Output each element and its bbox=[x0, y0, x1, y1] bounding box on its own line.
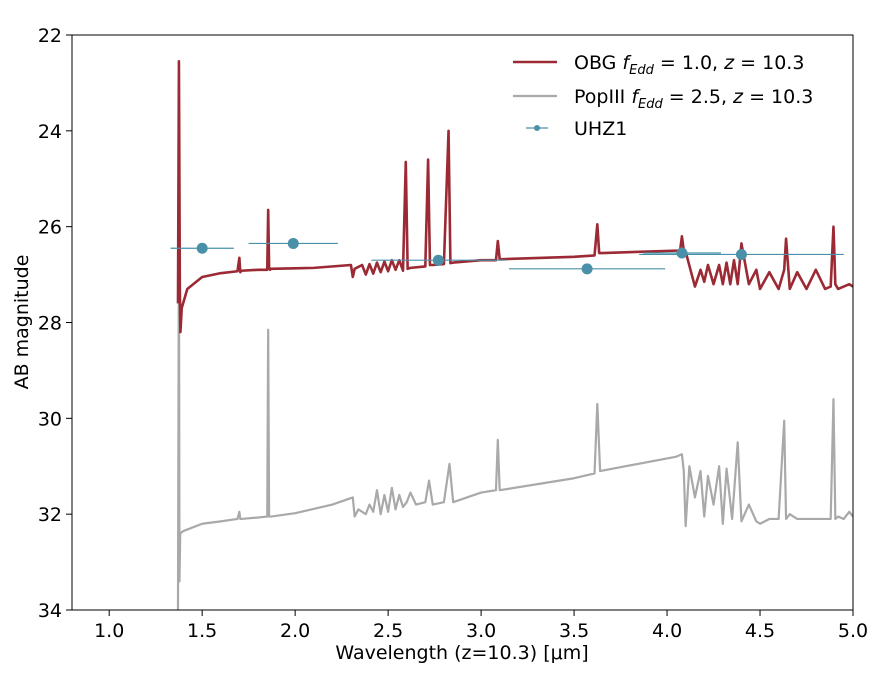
y-tick-label: 32 bbox=[38, 504, 62, 526]
x-tick-label: 2.5 bbox=[373, 620, 403, 642]
y-tick-label: 34 bbox=[38, 600, 62, 622]
x-tick-label: 3.5 bbox=[559, 620, 589, 642]
x-tick-label: 1.5 bbox=[187, 620, 217, 642]
legend-label-uhz1: UHZ1 bbox=[574, 118, 627, 140]
uhz1-point bbox=[196, 242, 208, 254]
y-tick-label: 26 bbox=[38, 217, 62, 239]
x-tick-label: 3.0 bbox=[466, 620, 496, 642]
uhz1-point bbox=[735, 248, 747, 260]
x-axis-label: Wavelength (z=10.3) [μm] bbox=[335, 642, 588, 664]
x-tick-label: 2.0 bbox=[280, 620, 310, 642]
uhz1-points-layer bbox=[170, 237, 844, 275]
plot-frame bbox=[71, 34, 854, 611]
x-axis: 1.0 1.5 2.0 2.5 3.0 3.5 4.0 4.5 5.0 bbox=[94, 610, 868, 642]
uhz1-point bbox=[676, 247, 688, 259]
x-tick-label: 5.0 bbox=[838, 620, 868, 642]
legend-marker-uhz1 bbox=[534, 125, 540, 131]
legend-label-obg: OBG fEdd = 1.0, z = 10.3 bbox=[574, 52, 804, 78]
series-line-obg bbox=[176, 60, 853, 334]
x-tick-label: 1.0 bbox=[94, 620, 124, 642]
uhz1-point bbox=[581, 263, 593, 275]
y-tick-label: 30 bbox=[38, 408, 62, 430]
x-tick-label: 4.0 bbox=[652, 620, 682, 642]
y-axis: 22 24 26 28 30 32 34 bbox=[38, 25, 72, 622]
y-tick-label: 22 bbox=[38, 25, 62, 47]
legend: OBG fEdd = 1.0, z = 10.3 PopIII fEdd = 2.… bbox=[513, 52, 813, 140]
legend-label-popiii: PopIII fEdd = 2.5, z = 10.3 bbox=[574, 86, 813, 112]
y-tick-label: 28 bbox=[38, 313, 62, 335]
uhz1-point bbox=[287, 237, 299, 249]
y-axis-label: AB magnitude bbox=[11, 255, 33, 390]
y-tick-label: 24 bbox=[38, 121, 62, 143]
series-line-popiii bbox=[176, 220, 853, 610]
x-tick-label: 4.5 bbox=[745, 620, 775, 642]
uhz1-point bbox=[432, 254, 444, 266]
series-layer bbox=[176, 60, 853, 610]
